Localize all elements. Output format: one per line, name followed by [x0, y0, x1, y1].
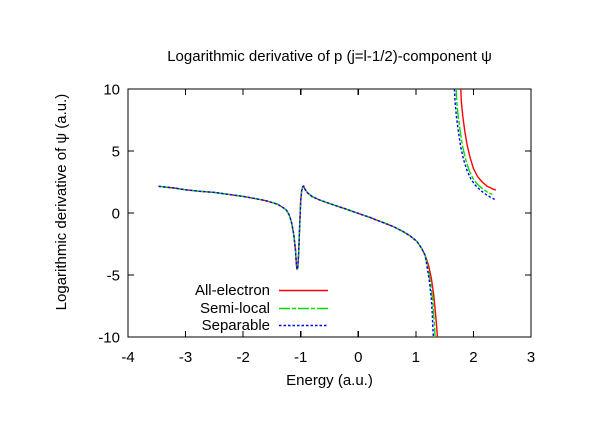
x-tick-label: -1	[294, 349, 307, 366]
legend: All-electron Semi-local Separable	[20, 282, 328, 335]
x-tick-label: -3	[179, 349, 192, 366]
curve-all-electron-upper	[460, 88, 497, 191]
legend-label-semi-local: Semi-local	[199, 299, 270, 317]
legend-line-sample-all-electron	[279, 290, 328, 292]
legend-item-separable: Separable	[20, 317, 328, 335]
y-tick-label: 5	[112, 144, 120, 161]
legend-label-separable: Separable	[201, 317, 270, 334]
y-tick-label: 10	[103, 82, 120, 99]
legend-line-sample-semi-local	[279, 307, 328, 309]
y-tick-label: 0	[112, 206, 120, 223]
x-tick-label: 1	[412, 349, 420, 366]
legend-item-semi-local: Semi-local	[20, 300, 328, 318]
x-tick-label: 2	[469, 349, 477, 366]
curve-semi-local-upper	[455, 88, 493, 196]
legend-item-all-electron: All-electron	[20, 282, 328, 300]
x-tick-label: -2	[236, 349, 249, 366]
x-tick-label: -4	[121, 349, 134, 366]
legend-line-sample-separable	[279, 325, 328, 327]
curve-separable-upper	[453, 88, 495, 201]
y-tick-label: -5	[107, 268, 120, 285]
x-tick-label: 3	[527, 349, 535, 366]
x-tick-label: 0	[354, 349, 362, 366]
x-axis-label: Energy (a.u.)	[286, 372, 373, 389]
chart-title: Logarithmic derivative of p (j=l-1/2)-co…	[167, 48, 492, 65]
y-tick-label: -10	[98, 330, 120, 347]
legend-label-all-electron: All-electron	[194, 282, 270, 299]
curve-semi-local-main	[158, 185, 436, 338]
